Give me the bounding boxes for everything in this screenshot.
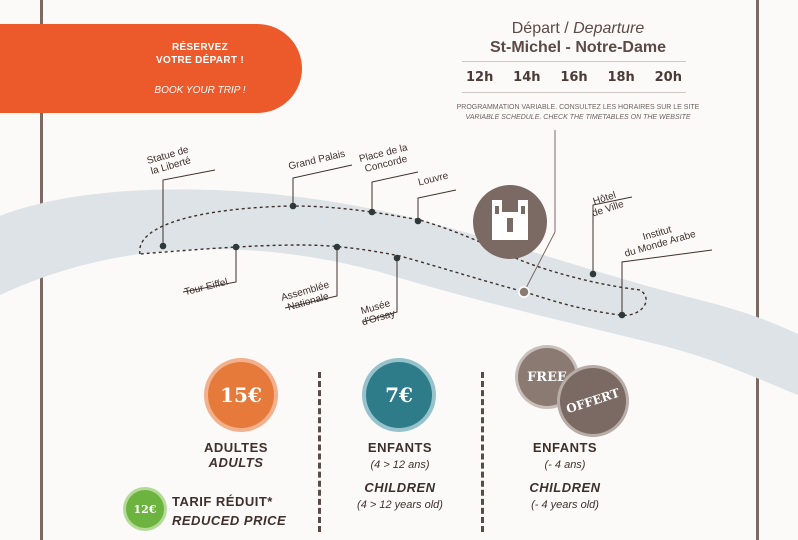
child-fr: ENFANTS bbox=[367, 440, 433, 455]
reduced-fr: TARIF RÉDUIT* bbox=[172, 494, 273, 509]
infant-price: ENFANTS (- 4 ans) CHILDREN (- 4 years ol… bbox=[505, 440, 625, 511]
adult-price: ADULTES ADULTS bbox=[180, 440, 292, 470]
label-leaders bbox=[162, 164, 713, 323]
reduced-price-badge: 12€ bbox=[126, 490, 164, 528]
child-en-age: (4 > 12 years old) bbox=[357, 499, 443, 511]
cathedral-glyph bbox=[492, 200, 528, 240]
divider-1 bbox=[318, 372, 321, 532]
child-price-badge: 7€ bbox=[366, 362, 432, 428]
schedule-note: PROGRAMMATION VARIABLE. CONSULTEZ LES HO… bbox=[420, 103, 736, 123]
schedule-note-fr: PROGRAMMATION VARIABLE. CONSULTEZ LES HO… bbox=[456, 104, 700, 111]
child-en: CHILDREN bbox=[364, 480, 436, 495]
reduced-price: TARIF RÉDUIT* REDUCED PRICE bbox=[172, 494, 312, 528]
book-trip-button[interactable]: RÉSERVEZ VOTRE DÉPART ! BOOK YOUR TRIP ! bbox=[0, 24, 302, 113]
time-5: 20h bbox=[654, 69, 682, 85]
reduced-en: REDUCED PRICE bbox=[172, 513, 287, 528]
cta-line1: RÉSERVEZ bbox=[171, 42, 229, 53]
time-3: 16h bbox=[560, 69, 588, 85]
divider-2 bbox=[481, 372, 484, 532]
cta-line2: VOTRE DÉPART ! bbox=[156, 55, 244, 66]
time-1: 12h bbox=[466, 69, 494, 85]
schedule-note-en: VARIABLE SCHEDULE. CHECK THE TIMETABLES … bbox=[465, 114, 691, 121]
stop-dots bbox=[159, 202, 626, 319]
adult-en: ADULTS bbox=[208, 455, 264, 470]
departure-block: Départ / Departure St-Michel - Notre-Dam… bbox=[436, 20, 720, 57]
infant-fr: ENFANTS bbox=[532, 440, 598, 455]
route-path bbox=[139, 205, 647, 316]
infant-en-age: (- 4 years old) bbox=[531, 499, 599, 511]
departure-title-en: Departure bbox=[573, 20, 645, 37]
infant-fr-age: (- 4 ans) bbox=[544, 459, 586, 471]
departure-stop: St-Michel - Notre-Dame bbox=[489, 39, 667, 56]
right-border-line bbox=[756, 0, 759, 540]
child-price: ENFANTS (4 > 12 ans) CHILDREN (4 > 12 ye… bbox=[340, 440, 460, 511]
time-4: 18h bbox=[607, 69, 635, 85]
river bbox=[0, 189, 798, 396]
adult-price-badge: 15€ bbox=[208, 362, 274, 428]
child-fr-age: (4 > 12 ans) bbox=[370, 459, 430, 471]
cta-line3: BOOK YOUR TRIP ! bbox=[154, 85, 246, 96]
time-2: 14h bbox=[513, 69, 541, 85]
infant-en: CHILDREN bbox=[529, 480, 601, 495]
adult-fr: ADULTES bbox=[204, 440, 268, 455]
departure-times: 12h 14h 16h 18h 20h bbox=[462, 61, 686, 93]
departure-title-fr: Départ / bbox=[511, 20, 569, 37]
